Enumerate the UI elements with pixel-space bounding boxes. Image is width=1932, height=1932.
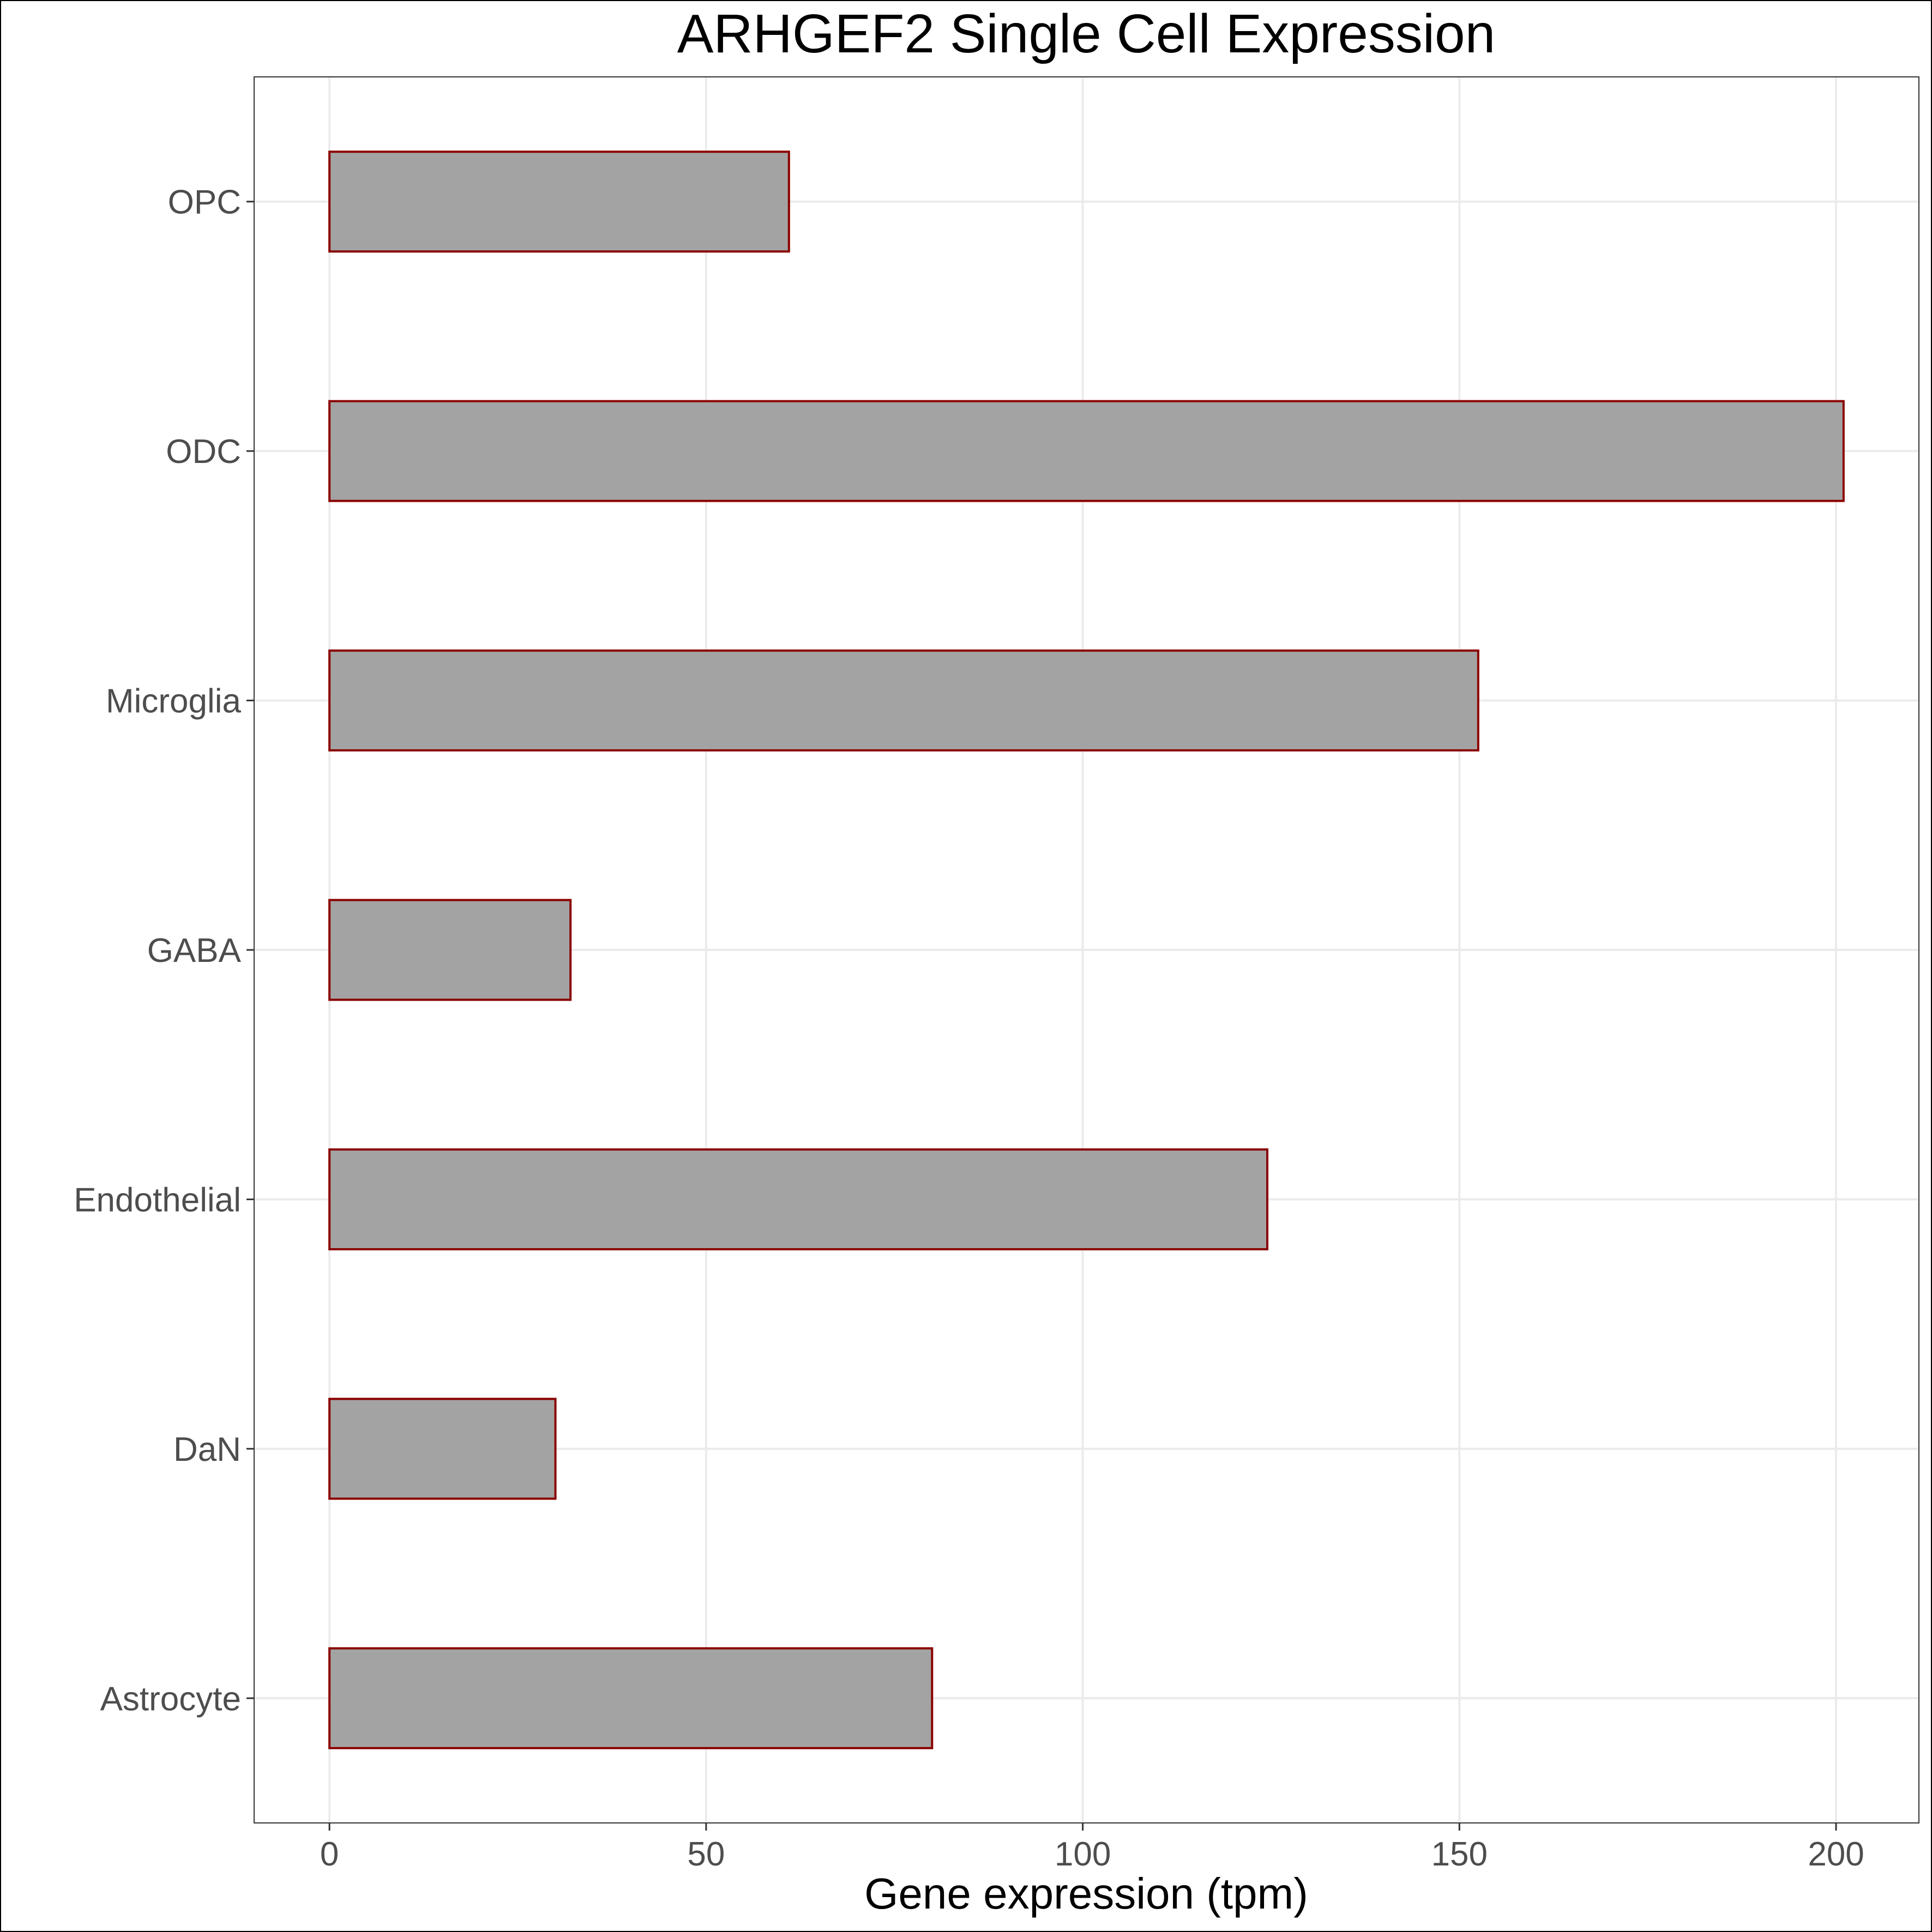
x-tick-label: 100 [1055,1835,1111,1873]
y-tick-label: Endothelial [74,1181,241,1219]
x-tick-label: 200 [1808,1835,1864,1873]
x-tick-label: 0 [320,1835,339,1873]
x-tick-label: 50 [687,1835,725,1873]
bar-microglia [328,649,1479,752]
y-tick-label: GABA [147,932,242,970]
bar-astrocyte [328,1647,934,1749]
bar-gaba [328,899,572,1001]
y-tick-label: Astrocyte [100,1680,241,1718]
bar-opc [328,151,790,253]
y-tick-label: Microglia [106,683,242,720]
bar-layer [328,151,1845,1749]
y-tick-label: ODC [166,433,241,471]
y-tick-label: OPC [168,184,241,221]
bar-odc [328,400,1845,502]
x-axis-title: Gene expression (tpm) [864,1869,1308,1918]
bar-endothelial [328,1148,1269,1250]
bar-dan [328,1398,557,1500]
chart-title: ARHGEF2 Single Cell Expression [677,3,1496,64]
x-tick-label: 150 [1431,1835,1488,1873]
tick-layer: 0 50 100 150 200 OPC ODC Microglia GABA Endotheli… [74,184,1864,1873]
y-tick-label: DaN [173,1431,241,1468]
